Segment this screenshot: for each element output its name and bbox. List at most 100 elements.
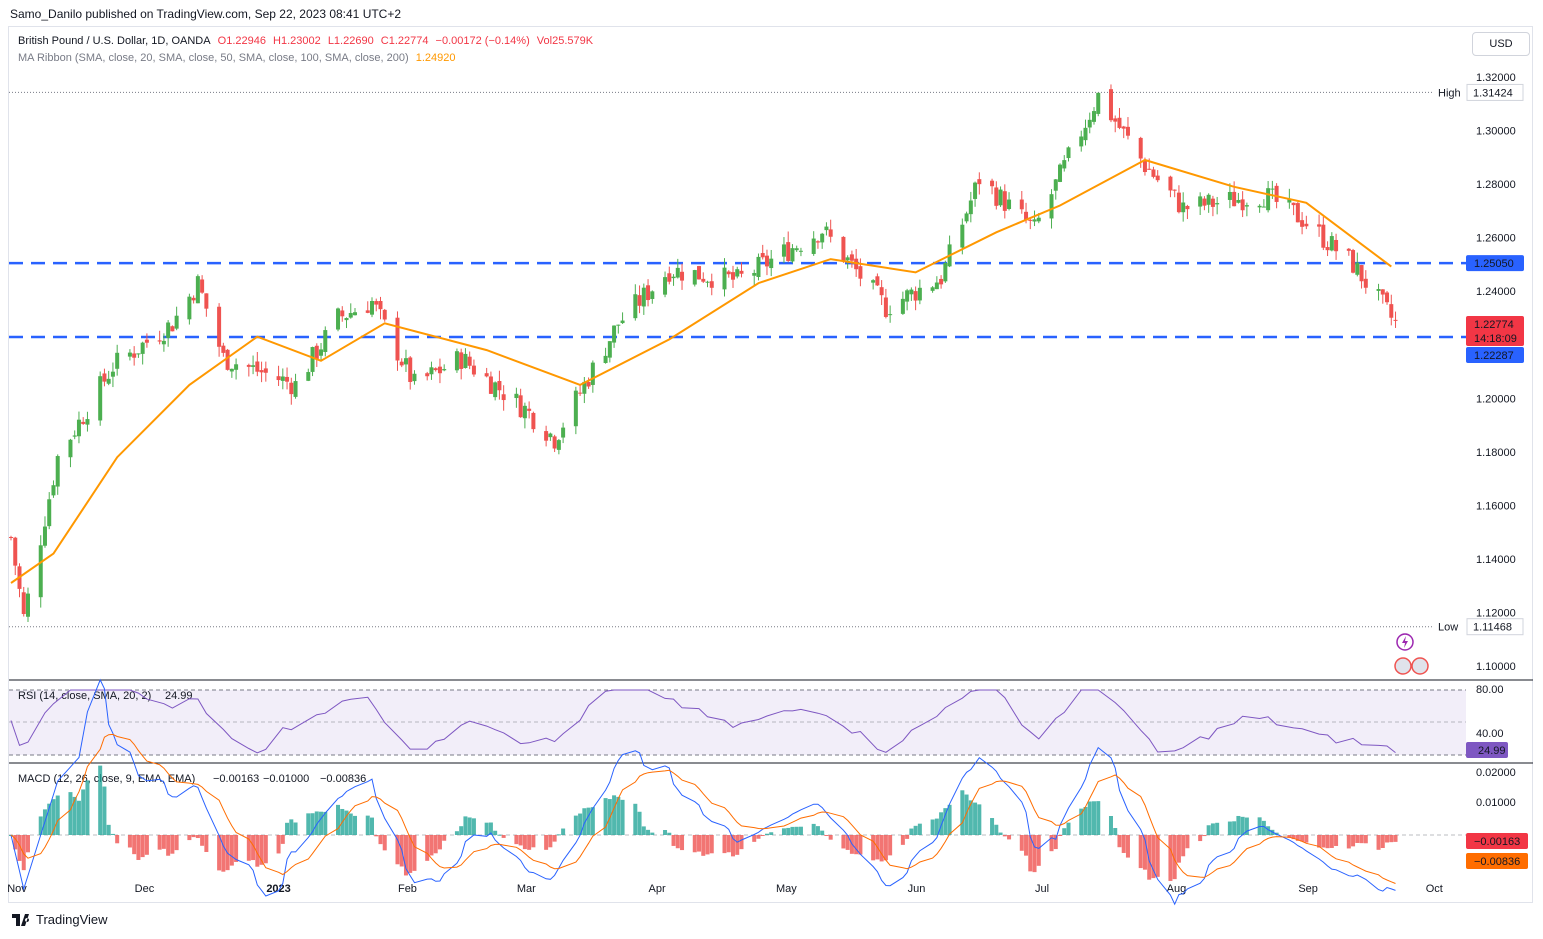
low-tag-label-bg <box>1434 618 1466 635</box>
rsi-tick-label: 40.00 <box>1476 728 1504 740</box>
macd-histogram-bar <box>106 824 111 835</box>
macd-histogram-bar <box>1380 835 1385 849</box>
macd-histogram-bar <box>790 826 795 835</box>
candle-body <box>943 262 948 282</box>
candle-body <box>680 271 685 281</box>
symbol-name[interactable]: British Pound / U.S. Dollar, 1D, OANDA <box>18 35 211 47</box>
candle-body <box>586 381 591 387</box>
candle-body <box>488 376 493 394</box>
macd-histogram-bar <box>51 799 56 835</box>
candle-body <box>1007 199 1012 209</box>
macd-histogram-bar <box>251 835 256 861</box>
candle-body <box>994 187 999 206</box>
usd-flag-icon <box>1411 657 1429 675</box>
macd-histogram-bar <box>110 833 115 835</box>
macd-histogram-bar <box>1325 835 1330 849</box>
price-tick-label: 1.18000 <box>1476 447 1516 459</box>
candle-body <box>1385 292 1390 303</box>
time-axis-label: Apr <box>649 883 666 895</box>
macd-histogram-bar <box>552 835 557 842</box>
candle-body <box>1096 92 1101 114</box>
macd-histogram-bar <box>365 815 370 835</box>
candle-body <box>1168 176 1173 191</box>
macd-histogram-bar <box>170 835 175 854</box>
macd-histogram-bar <box>561 828 566 835</box>
candle-body <box>913 291 918 301</box>
candle-body <box>849 254 854 261</box>
candle-body <box>1227 191 1232 200</box>
macd-histogram-bar <box>573 815 578 835</box>
candle-body <box>671 276 676 279</box>
candle-body <box>1210 198 1215 207</box>
currency-button[interactable]: USD <box>1472 32 1530 56</box>
macd-histogram-bar <box>319 811 324 835</box>
candle-body <box>909 289 914 295</box>
candle-body <box>132 353 137 358</box>
candle-body <box>110 371 115 377</box>
macd-histogram-bar <box>769 832 774 835</box>
candle-body <box>1325 247 1330 251</box>
candle-body <box>1351 250 1356 273</box>
candle-body <box>344 318 349 321</box>
candle-body <box>1244 205 1249 207</box>
ma-legend: MA Ribbon (SMA, close, 20, SMA, close, 5… <box>18 52 460 64</box>
candle-body <box>166 322 171 338</box>
volume: Vol25.579K <box>536 35 594 47</box>
macd-histogram-bar <box>1113 828 1118 835</box>
candle-body <box>977 179 982 185</box>
candle-body <box>582 381 587 394</box>
candle-body <box>1261 206 1266 208</box>
publisher-line: Samo_Danilo published on TradingView.com… <box>10 7 402 21</box>
lightning-bolt-icon <box>1402 636 1408 648</box>
macd-histogram-bar <box>756 835 761 839</box>
candle-body <box>1066 147 1071 159</box>
candle-body <box>879 287 884 296</box>
macd-histogram-bar <box>858 835 863 855</box>
price-tick-label: 1.12000 <box>1476 607 1516 619</box>
candle-body <box>561 427 566 438</box>
candle-body <box>348 312 353 318</box>
macd-histogram-bar <box>1355 835 1360 843</box>
macd-histogram-bar <box>998 832 1003 835</box>
candle-body <box>403 358 408 365</box>
candle-body <box>1142 159 1147 173</box>
ma-label[interactable]: MA Ribbon (SMA, close, 20, SMA, close, 5… <box>18 52 409 64</box>
candle-body <box>225 349 230 370</box>
candle-body <box>620 320 625 324</box>
candle-body <box>1091 111 1096 122</box>
macd-histogram-bar <box>735 835 740 855</box>
candle-body <box>81 421 86 424</box>
macd-histogram-bar <box>136 835 141 860</box>
candle-body <box>522 405 527 419</box>
candle-body <box>1355 262 1360 275</box>
macd-histogram-bar <box>13 835 18 850</box>
candle-body <box>463 353 468 369</box>
candle-body <box>1266 188 1271 211</box>
candle-body <box>1036 217 1041 222</box>
macd-histogram-bar <box>739 835 744 850</box>
macd-histogram-bar <box>1227 821 1232 835</box>
candle-body <box>115 352 120 369</box>
macd-histogram-bar <box>157 835 162 850</box>
candle-body <box>484 373 489 377</box>
rsi-tick-label: 80.00 <box>1476 684 1504 696</box>
macd-histogram-bar <box>1393 835 1398 842</box>
last-price-tag: 1.22774 <box>1474 319 1514 331</box>
candle-body <box>612 325 617 343</box>
candle-body <box>1108 89 1113 121</box>
candle-body <box>1083 127 1088 141</box>
macd-histogram-bar <box>433 835 438 854</box>
candle-body <box>726 271 731 275</box>
last-price-tag-bg <box>1466 316 1524 347</box>
candle-body <box>798 250 803 252</box>
macd-histogram-bar <box>1024 835 1029 856</box>
candle-body <box>739 270 744 274</box>
macd-histogram-bar <box>38 816 43 835</box>
candle-body <box>276 376 281 381</box>
candle-body <box>497 380 502 391</box>
macd-hist-tag-bg <box>1466 833 1528 849</box>
macd-histogram-bar <box>1346 835 1351 849</box>
macd-histogram-bar <box>544 835 549 850</box>
macd-histogram-bar <box>1079 808 1084 835</box>
